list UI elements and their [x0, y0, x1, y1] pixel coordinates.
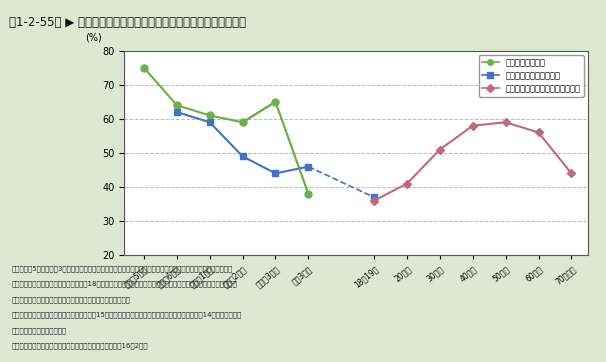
Legend: 理科の勉強が好き, 算数・数学の勉強が好き, 科学技術のニュース等に関心ある: 理科の勉強が好き, 算数・数学の勉強が好き, 科学技術のニュース等に関心ある: [479, 55, 584, 97]
Text: (%): (%): [85, 33, 102, 42]
Text: 又は「ある程度関心がある」と回答した者の割合である。: 又は「ある程度関心がある」と回答した者の割合である。: [12, 296, 131, 303]
Text: 第1-2-55図 ▶ 学年、年齢別の科学技術に関する興味、関心の度合い: 第1-2-55図 ▶ 学年、年齢別の科学技術に関する興味、関心の度合い: [9, 16, 246, 29]
Text: 育課程実施状況調査」: 育課程実施状況調査」: [12, 327, 67, 334]
Text: ばそう思う」と回答した者の割合、18歳以上については、科学技術についてのニュースや話題に「関心がある」: ばそう思う」と回答した者の割合、18歳以上については、科学技術についてのニュース…: [12, 281, 238, 287]
Text: 資料：文部科学省国立教育政策研究所「平成15年度小・中学校教育課程実施状況調査」、同「平成14年度高等学校教: 資料：文部科学省国立教育政策研究所「平成15年度小・中学校教育課程実施状況調査」…: [12, 312, 242, 318]
Text: 内閣府「科学技術と社会に関する世論調査」（平成16年2月）: 内閣府「科学技術と社会に関する世論調査」（平成16年2月）: [12, 342, 148, 349]
Text: 注）小学校5年生～高校3年生については、当該科目の「勉強が好きだ」に対し「そう思う」又は「どちらかといえ: 注）小学校5年生～高校3年生については、当該科目の「勉強が好きだ」に対し「そう思…: [12, 265, 233, 272]
